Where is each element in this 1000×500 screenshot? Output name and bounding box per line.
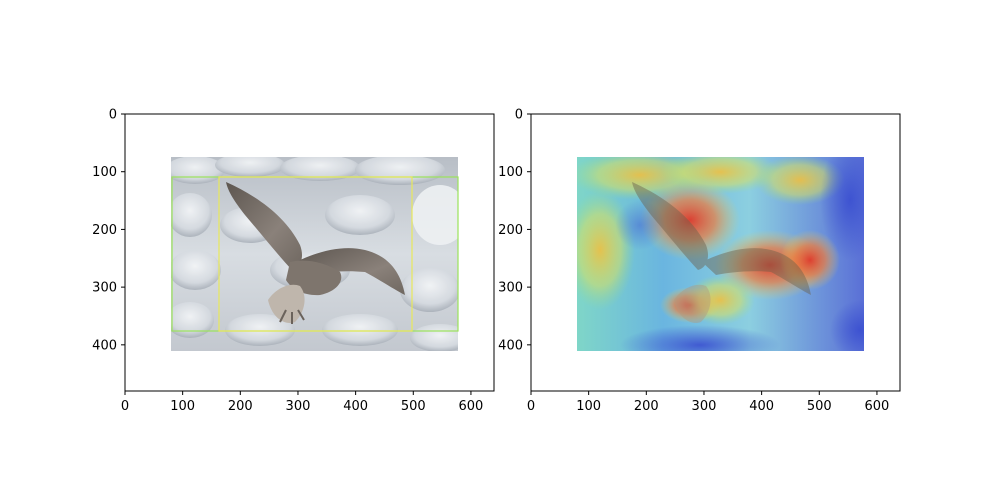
x-tick-label: 0 xyxy=(527,399,535,414)
axes-frame-2 xyxy=(530,113,901,392)
panel-heatmap: 0 100 200 300 400 500 600 0 100 200 300 400 xyxy=(498,108,901,415)
y-tick-label: 0 xyxy=(515,108,523,123)
x-tick-label: 100 xyxy=(170,399,195,414)
x-tick-label: 500 xyxy=(807,399,832,414)
y-tick-label: 200 xyxy=(498,223,523,238)
panel-original: 0 100 200 300 400 500 600 0 100 200 300 400 xyxy=(92,108,495,415)
y-tick-label: 200 xyxy=(92,223,117,238)
x-tick-label: 200 xyxy=(634,399,659,414)
x-tick-label: 200 xyxy=(228,399,253,414)
x-tick-label: 300 xyxy=(692,399,717,414)
bbox-inner xyxy=(218,176,413,332)
x-tick-label: 600 xyxy=(865,399,890,414)
x-tick-label: 400 xyxy=(749,399,774,414)
seagull-photo xyxy=(171,157,458,351)
axis-ticks-2: 0 100 200 300 400 500 600 0 100 200 300 400 xyxy=(498,108,889,415)
x-tick-label: 500 xyxy=(401,399,426,414)
y-tick-label: 300 xyxy=(92,281,117,296)
seagull-figure xyxy=(226,182,405,324)
y-tick-label: 100 xyxy=(498,165,523,180)
x-tick-label: 600 xyxy=(459,399,484,414)
y-tick-label: 400 xyxy=(92,338,117,353)
y-tick-label: 300 xyxy=(498,281,523,296)
y-tick-label: 400 xyxy=(498,338,523,353)
y-tick-label: 100 xyxy=(92,165,117,180)
x-tick-label: 300 xyxy=(286,399,311,414)
axes-frame-1 xyxy=(124,113,495,392)
x-tick-label: 0 xyxy=(121,399,129,414)
heatmap-image xyxy=(577,157,864,351)
x-tick-label: 100 xyxy=(576,399,601,414)
axis-ticks-1: 0 100 200 300 400 500 600 0 100 200 300 400 xyxy=(92,108,483,415)
y-tick-label: 0 xyxy=(109,108,117,123)
x-tick-label: 400 xyxy=(343,399,368,414)
